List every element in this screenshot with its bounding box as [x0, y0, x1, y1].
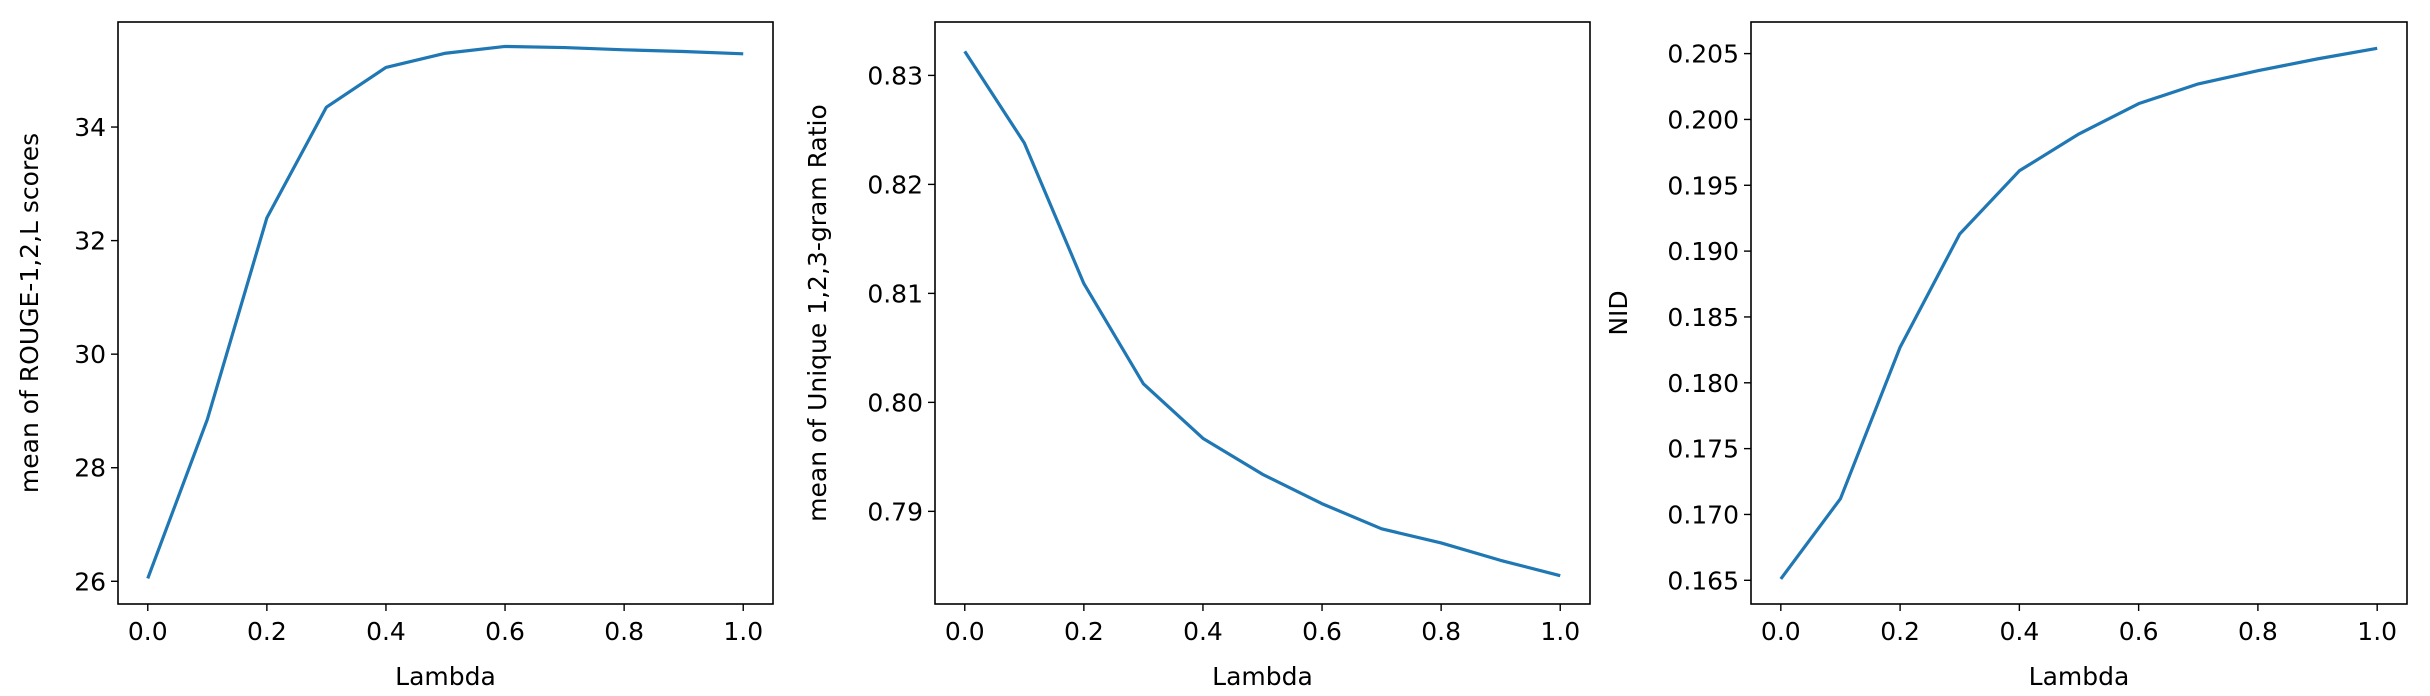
- chart-marks-rouge: [146, 44, 744, 580]
- x-tick-label-rouge: 0.2: [247, 617, 287, 646]
- x-tick-label-unique-ngram: 0.2: [1064, 617, 1104, 646]
- x-tick-label-rouge: 0.4: [366, 617, 406, 646]
- y-tick-label-nid: 0.205: [1667, 40, 1739, 69]
- chart-panel-rouge: 0.0 0.2 0.4 0.6 0.8 1.0 26 28 30 32 34 Lambda mea…: [15, 21, 774, 691]
- chart-panel-nid: 0.0 0.2 0.4 0.6 0.8 1.0 0.1650.1700.1750.1800…: [1604, 21, 2408, 691]
- x-tick-label-nid: 0.8: [2238, 617, 2278, 646]
- x-tick-label-unique-ngram: 0.4: [1183, 617, 1223, 646]
- y-tick-label-nid: 0.180: [1667, 369, 1739, 398]
- x-tick-label-rouge: 0.8: [604, 617, 644, 646]
- x-axis-label-rouge: Lambda: [395, 662, 496, 691]
- x-tick-label-rouge: 0.6: [485, 617, 525, 646]
- y-tick-label-rouge: 34: [74, 113, 106, 142]
- chart-marks-unique-ngram: [963, 50, 1561, 578]
- axes-frame-nid: [1750, 21, 2408, 605]
- x-tick-label-unique-ngram: 0.6: [1302, 617, 1342, 646]
- y-tick-label-nid: 0.170: [1667, 500, 1739, 529]
- y-axis-label-unique-ngram: mean of Unique 1,2,3-gram Ratio: [803, 104, 832, 522]
- y-ticks-nid: 0.165 0.170 0.175 0.180 0.185 0.190 0.195 0.200…: [1667, 40, 1751, 595]
- y-tick-label-unique-ngram: 0.81: [867, 279, 923, 308]
- y-ticks-unique-ngram: 0.79 0.80 0.81 0.82 0.83: [867, 61, 935, 526]
- x-tick-label-nid: 0.4: [1999, 617, 2039, 646]
- y-tick-label-unique-ngram: 0.79: [867, 497, 923, 526]
- y-tick-label-nid: 0.165: [1667, 566, 1739, 595]
- y-tick-label-rouge: 28: [74, 454, 106, 483]
- y-tick-label-nid: 0.185: [1667, 303, 1739, 332]
- x-tick-label-rouge: 1.0: [723, 617, 763, 646]
- axes-frame-rouge: [117, 21, 774, 605]
- y-axis-label-rouge: mean of ROUGE-1,2,L scores: [15, 133, 44, 493]
- y-tick-label-rouge: 30: [74, 340, 106, 369]
- y-tick-label-unique-ngram: 0.82: [867, 170, 923, 199]
- x-axis-label-nid: Lambda: [2029, 662, 2130, 691]
- x-tick-label-unique-ngram: 0.0: [945, 617, 985, 646]
- x-tick-label-nid: 0.6: [2119, 617, 2159, 646]
- axes-frame-unique-ngram: [934, 21, 1591, 605]
- y-tick-label-nid: 0.195: [1667, 171, 1739, 200]
- chart-marks-nid: [1779, 46, 2378, 580]
- x-ticks-rouge: 0.0 0.2 0.4 0.6 0.8 1.0: [128, 604, 763, 646]
- series-line-rouge-0: [146, 44, 744, 580]
- x-tick-label-unique-ngram: 0.8: [1421, 617, 1461, 646]
- x-tick-label-nid: 1.0: [2357, 617, 2397, 646]
- y-tick-label-nid: 0.190: [1667, 237, 1739, 266]
- x-tick-label-nid: 0.2: [1880, 617, 1920, 646]
- y-tick-label-rouge: 32: [74, 227, 106, 256]
- x-tick-label-nid: 0.0: [1761, 617, 1801, 646]
- x-ticks-unique-ngram: 0.0 0.2 0.4 0.6 0.8 1.0: [945, 604, 1580, 646]
- y-tick-label-rouge: 26: [74, 567, 106, 596]
- x-tick-label-unique-ngram: 1.0: [1540, 617, 1580, 646]
- series-line-unique-ngram-0: [963, 50, 1561, 578]
- series-line-nid-0: [1779, 46, 2378, 580]
- y-tick-label-unique-ngram: 0.80: [867, 388, 923, 417]
- y-tick-label-unique-ngram: 0.83: [867, 61, 923, 90]
- y-axis-label-nid: NID: [1604, 290, 1633, 335]
- chart-panel-unique-ngram: 0.0 0.2 0.4 0.6 0.8 1.0 0.790.800.810.820.83 …: [803, 21, 1591, 691]
- x-ticks-nid: 0.0 0.2 0.4 0.6 0.8 1.0: [1761, 604, 2397, 646]
- y-ticks-rouge: 26 28 30 32 34: [74, 113, 118, 596]
- y-tick-label-nid: 0.175: [1667, 435, 1739, 464]
- x-axis-label-unique-ngram: Lambda: [1212, 662, 1313, 691]
- x-tick-label-rouge: 0.0: [128, 617, 168, 646]
- y-tick-label-nid: 0.200: [1667, 105, 1739, 134]
